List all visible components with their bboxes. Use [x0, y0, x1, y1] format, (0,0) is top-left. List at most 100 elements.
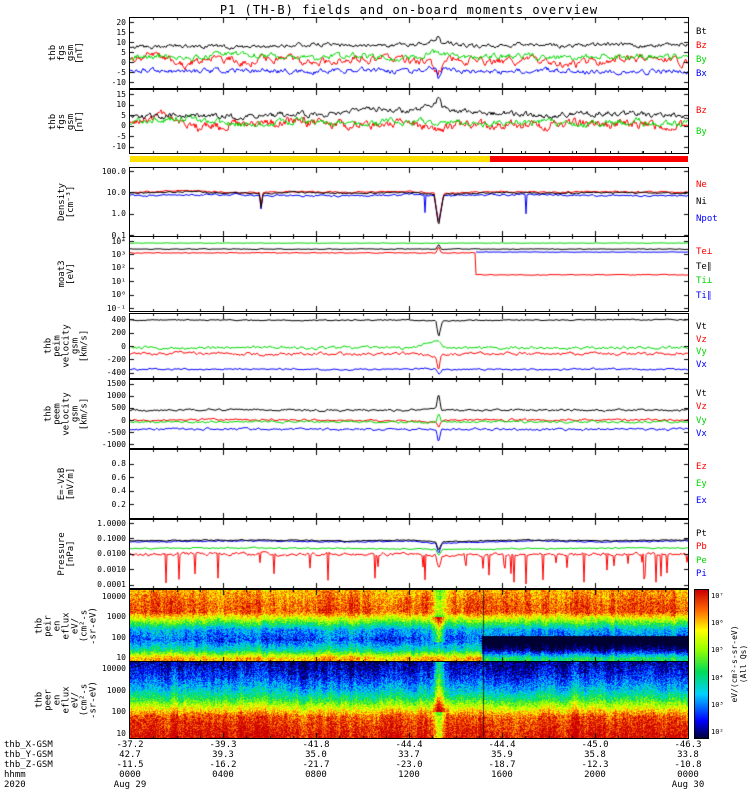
ve-ytick: 0: [121, 415, 126, 425]
pressure-ytick: 1.0000: [97, 518, 126, 528]
legend-Pb: Pb: [696, 542, 707, 553]
density-plot-canvas: [130, 168, 688, 236]
legend-Vz: Vz: [696, 334, 707, 345]
legend-Ey: Ey: [696, 479, 707, 489]
efield-ytick: 0.2: [111, 499, 126, 509]
legend-Ti⊥: Ti⊥: [696, 276, 713, 287]
xaxis-value: 39.3: [212, 750, 234, 760]
xaxis-value: 1200: [398, 770, 420, 780]
xaxis-date-end: Aug 30: [671, 780, 705, 790]
legend-Npot: Npot: [696, 214, 718, 224]
xaxis-date-start: Aug 29: [113, 780, 147, 790]
xaxis-value: -23.0: [395, 760, 423, 770]
legend-Vx: Vx: [696, 360, 707, 371]
peir-ytick: 10: [116, 653, 126, 663]
colorbar-tick: 10⁵: [711, 646, 724, 655]
panel-moat3: [129, 236, 689, 312]
peer-ytick: 10000: [101, 664, 126, 673]
fgs1-plot-canvas: [130, 18, 688, 88]
xaxis-value: -44.4: [395, 740, 423, 750]
fgs1-ytick: -5: [116, 67, 126, 77]
colorbar-tick: 10⁶: [711, 619, 724, 628]
legend-Vt: Vt: [696, 388, 707, 399]
pressure-ytick: 0.0001: [97, 580, 126, 590]
peer-plot-canvas: [130, 662, 688, 738]
quality-bar-mark: [464, 151, 466, 154]
fgs1-ytick: 5: [121, 47, 126, 57]
xaxis-value: -18.7: [488, 760, 516, 770]
pressure-ytick: 0.0010: [97, 564, 126, 574]
panel-density: [129, 167, 689, 237]
quality-bar-mark: [548, 151, 550, 154]
moat3-ytick: 10⁻¹: [106, 303, 126, 313]
density-ylabel: Density [cm⁻³]: [54, 168, 80, 236]
efield-ylabel-text: E=-VxB [mV/m]: [57, 467, 76, 501]
legend-Ex: Ex: [696, 496, 707, 506]
vi-ylabel: thb peim velocity gsm [km/s]: [44, 314, 90, 378]
xaxis-value: -16.2: [209, 760, 237, 770]
xaxis-value: -10.8: [674, 760, 702, 770]
xaxis-value: -12.3: [581, 760, 609, 770]
peir-ytick: 1000: [106, 612, 126, 622]
vi-ytick: -400: [106, 368, 126, 378]
fgs1-ytick: 15: [116, 27, 126, 37]
xaxis-row-label: thb_Y-GSM: [4, 750, 53, 760]
panel-pressure: [129, 519, 689, 589]
xaxis-year: 2020: [4, 780, 26, 790]
efield-ytick: 0.8: [111, 459, 126, 469]
panel-vi: [129, 313, 689, 379]
moat3-ytick: 10⁰: [111, 290, 126, 300]
page-title: P1 (TH-B) fields and on-board moments ov…: [219, 3, 599, 17]
ve-ylabel: thb peem velocity gsm [km/s]: [44, 380, 90, 448]
fgs1-ylabel-text: thb fgs gsm [nT]: [48, 42, 85, 64]
quality-bar-mark: [442, 151, 444, 154]
density-ylabel-text: Density [cm⁻³]: [57, 183, 76, 221]
colorbar-label-text: eV/(cm²-s-sr-eV) (All Qs): [730, 625, 748, 703]
vi-plot-canvas: [130, 314, 688, 378]
moat3-ytick: 10⁴: [111, 236, 126, 246]
colorbar-gradient: [694, 589, 709, 739]
xaxis-value: -39.3: [209, 740, 237, 750]
moat3-ytick: 10³: [111, 249, 126, 259]
xaxis-value: -45.0: [581, 740, 609, 750]
efield-plot-canvas: [130, 450, 688, 518]
xaxis-value: 33.8: [677, 750, 699, 760]
quality-bar-mark: [671, 151, 673, 154]
panel-fgs1: [129, 17, 689, 89]
xaxis-value: 0400: [212, 770, 234, 780]
peer-ytick: 100: [111, 707, 126, 717]
legend-Vx: Vx: [696, 429, 707, 440]
xaxis-row-label: hhmm: [4, 770, 26, 780]
legend-Ni: Ni: [696, 197, 707, 207]
moat3-ylabel: moat3 [eV]: [54, 237, 80, 311]
efield-ylabel: E=-VxB [mV/m]: [54, 450, 80, 518]
xaxis-value: 35.8: [584, 750, 606, 760]
fgs2-ytick: -10: [111, 142, 126, 152]
quality-bar-segment: [130, 156, 490, 162]
fgs2-plot-canvas: [130, 90, 688, 153]
peir-plot-canvas: [130, 590, 688, 662]
xaxis-value: -37.2: [116, 740, 144, 750]
panel-ve: [129, 379, 689, 449]
panel-peir: [129, 589, 689, 663]
colorbar-tick: 10²: [711, 728, 724, 736]
colorbar-tick: 10⁷: [711, 592, 724, 600]
xaxis-value: -46.3: [674, 740, 702, 750]
vi-ytick: 200: [111, 328, 126, 338]
fgs2-ytick: -5: [116, 131, 126, 141]
pressure-ytick: 0.1000: [97, 533, 126, 543]
density-ytick: 100.0: [101, 166, 126, 176]
legend-Ez: Ez: [696, 462, 707, 472]
quality-bar-mark: [609, 151, 611, 154]
fgs2-ytick: 15: [116, 89, 126, 99]
peer-ylabel-text: thb peer en eflux eV/(cm²-s -sr-eV): [34, 681, 99, 719]
quality-bar-mark: [576, 151, 578, 154]
ve-ytick: 1500: [106, 379, 126, 389]
efield-ytick: 0.4: [111, 486, 126, 496]
legend-Vt: Vt: [696, 321, 707, 332]
panel-fgs2: [129, 89, 689, 154]
pressure-ytick: 0.0100: [97, 549, 126, 559]
xaxis-row-label: thb_Z-GSM: [4, 760, 53, 770]
xaxis-value: 35.9: [491, 750, 513, 760]
peer-ytick: 1000: [106, 685, 126, 695]
